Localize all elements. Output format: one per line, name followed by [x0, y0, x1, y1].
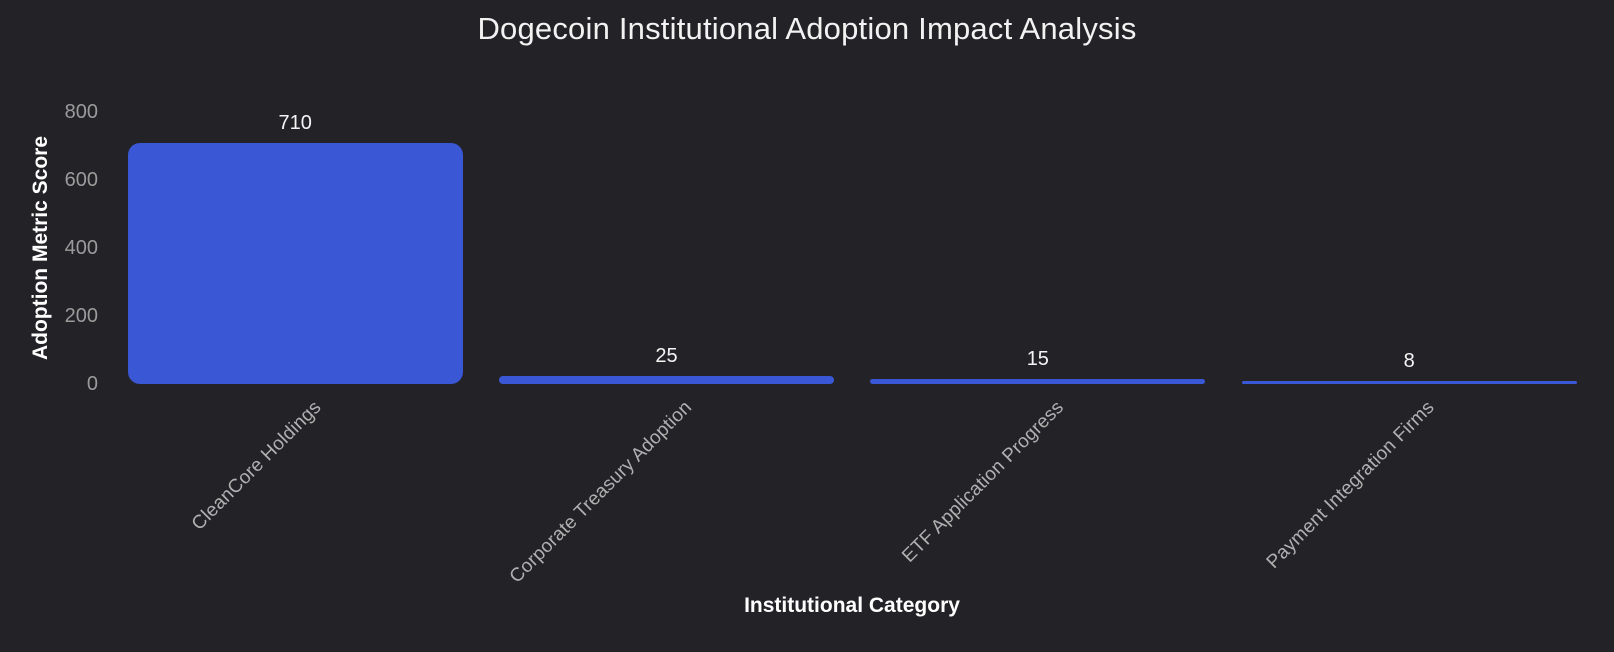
y-tick-label: 0	[86, 373, 98, 395]
chart-title: Dogecoin Institutional Adoption Impact A…	[477, 11, 1137, 46]
x-category-label: Corporate Treasury Adoption	[505, 397, 697, 588]
y-tick-label: 400	[64, 237, 98, 259]
bar	[1241, 381, 1577, 384]
bar-value-label: 15	[1026, 347, 1049, 370]
x-category-label: Payment Integration Firms	[1263, 397, 1439, 573]
y-tick-label: 200	[64, 305, 98, 327]
x-axis-title: Institutional Category	[744, 594, 960, 617]
bar-value-label: 8	[1403, 350, 1415, 373]
y-tick-label: 800	[64, 101, 98, 123]
x-category-label: CleanCore Holdings	[187, 397, 326, 535]
bar-value-label: 25	[655, 344, 678, 367]
y-tick-label: 600	[64, 169, 98, 191]
x-category-label: ETF Application Progress	[897, 397, 1068, 567]
bar	[127, 142, 463, 384]
bar	[870, 378, 1206, 384]
bar-value-label: 710	[278, 111, 312, 134]
bar	[498, 375, 834, 384]
